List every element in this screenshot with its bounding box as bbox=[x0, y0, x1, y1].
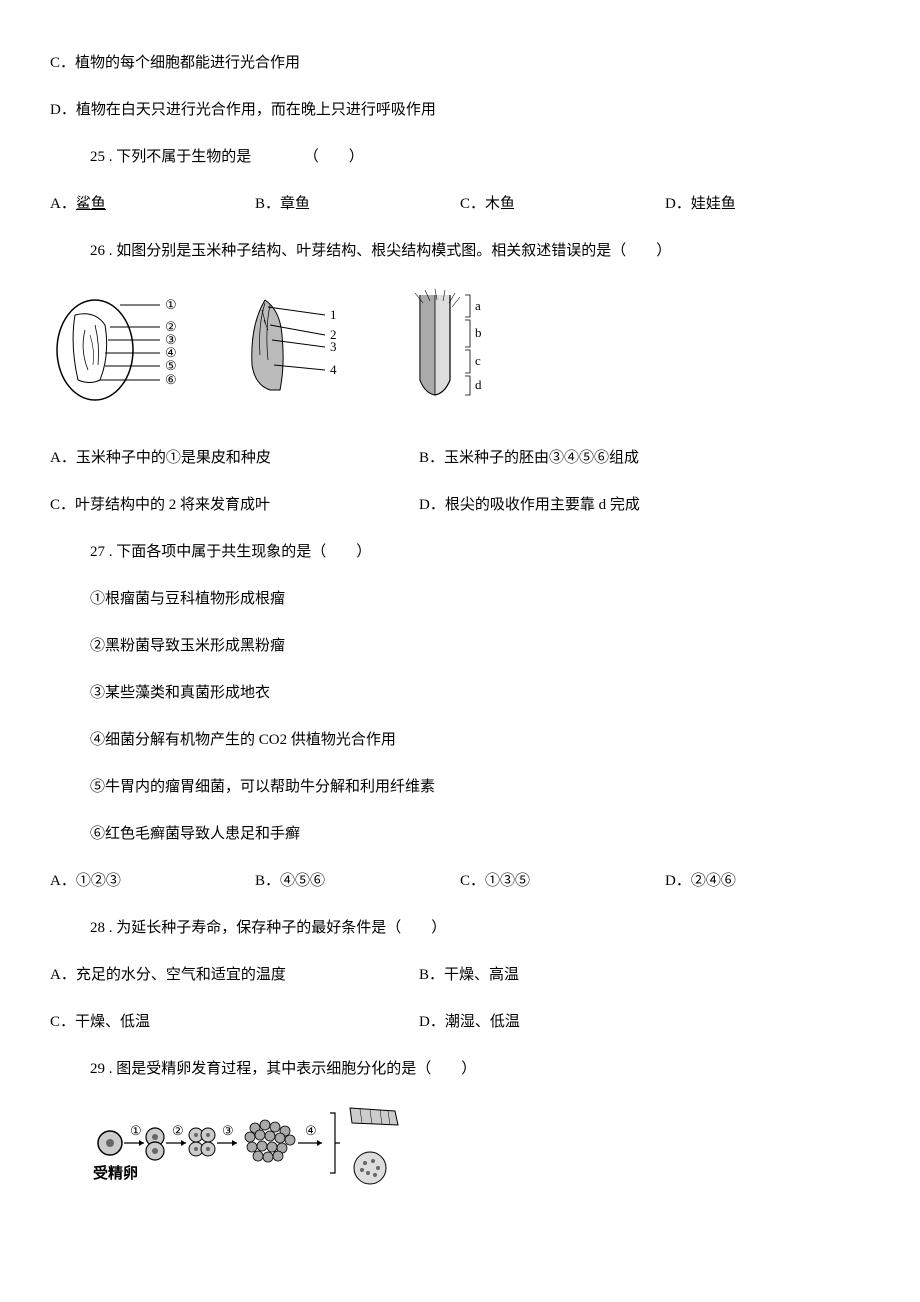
q27-item-1: ①根瘤菌与豆科植物形成根瘤 bbox=[50, 586, 870, 613]
option-d: D．植物在白天只进行光合作用，而在晚上只进行呼吸作用 bbox=[50, 97, 870, 124]
tissue-bottom bbox=[354, 1152, 386, 1184]
q26-opt-c: C．叶芽结构中的 2 将来发育成叶 bbox=[50, 492, 419, 519]
fertilized-egg-diagram: ① ② ③ bbox=[90, 1103, 870, 1213]
bud-label-3: 3 bbox=[330, 339, 337, 354]
q27-item-4: ④细菌分解有机物产生的 CO2 供植物光合作用 bbox=[50, 727, 870, 754]
question-25: 25 . 下列不属于生物的是 （ ） bbox=[50, 144, 870, 171]
tissue-top bbox=[350, 1108, 398, 1125]
question-27: 27 . 下面各项中属于共生现象的是（ ） bbox=[50, 539, 870, 566]
root-tip-diagram: a b c d bbox=[395, 285, 520, 420]
arrow-2-label: ② bbox=[172, 1123, 184, 1138]
bud-label-4: 4 bbox=[330, 362, 337, 377]
q28-opt-b: B．干燥、高温 bbox=[419, 962, 870, 989]
q26-opt-d: D．根尖的吸收作用主要靠 d 完成 bbox=[419, 492, 870, 519]
corn-seed-diagram: ① ② ③ ④ ⑤ ⑥ bbox=[50, 285, 200, 420]
root-label-c: c bbox=[475, 353, 481, 368]
label-5: ⑤ bbox=[165, 358, 177, 373]
arrow-1-label: ① bbox=[130, 1123, 142, 1138]
q25-opt-a: A．鲨鱼 bbox=[50, 191, 255, 218]
q26-options-row1: A．玉米种子中的①是果皮和种皮 B．玉米种子的胚由③④⑤⑥组成 bbox=[50, 445, 870, 472]
q28-options-row2: C．干燥、低温 D．潮湿、低温 bbox=[50, 1009, 870, 1036]
q26-opt-a: A．玉米种子中的①是果皮和种皮 bbox=[50, 445, 419, 472]
q27-item-5: ⑤牛胃内的瘤胃细菌，可以帮助牛分解和利用纤维素 bbox=[50, 774, 870, 801]
q27-options: A．①②③ B．④⑤⑥ C．①③⑤ D．②④⑥ bbox=[50, 868, 870, 895]
q25-options: A．鲨鱼 B．章鱼 C．木鱼 D．娃娃鱼 bbox=[50, 191, 870, 218]
q28-opt-c: C．干燥、低温 bbox=[50, 1009, 419, 1036]
cell-cluster bbox=[245, 1120, 295, 1162]
label-1: ① bbox=[165, 297, 177, 312]
leaf-bud-diagram: 1 2 3 4 bbox=[230, 285, 365, 420]
q26-options-row2: C．叶芽结构中的 2 将来发育成叶 D．根尖的吸收作用主要靠 d 完成 bbox=[50, 492, 870, 519]
root-label-a: a bbox=[475, 298, 481, 313]
bud-label-1: 1 bbox=[330, 307, 337, 322]
q27-opt-a: A．①②③ bbox=[50, 868, 255, 895]
q28-opt-a: A．充足的水分、空气和适宜的温度 bbox=[50, 962, 419, 989]
root-label-d: d bbox=[475, 377, 482, 392]
q27-opt-b: B．④⑤⑥ bbox=[255, 868, 460, 895]
q26-diagrams: ① ② ③ ④ ⑤ ⑥ 1 2 3 4 bbox=[50, 285, 870, 420]
root-label-b: b bbox=[475, 325, 482, 340]
q26-opt-b: B．玉米种子的胚由③④⑤⑥组成 bbox=[419, 445, 870, 472]
q27-opt-d: D．②④⑥ bbox=[665, 868, 870, 895]
label-6: ⑥ bbox=[165, 372, 177, 387]
q25-a-prefix: A． bbox=[50, 196, 76, 212]
arrow-4-label: ④ bbox=[305, 1123, 317, 1138]
q25-opt-d: D．娃娃鱼 bbox=[665, 191, 870, 218]
question-26: 26 . 如图分别是玉米种子结构、叶芽结构、根尖结构模式图。相关叙述错误的是（ … bbox=[50, 238, 870, 265]
q25-a-text: 鲨鱼 bbox=[76, 196, 106, 212]
q27-item-6: ⑥红色毛癣菌导致人患足和手癣 bbox=[50, 821, 870, 848]
q27-item-2: ②黑粉菌导致玉米形成黑粉瘤 bbox=[50, 633, 870, 660]
arrow-3-label: ③ bbox=[222, 1123, 234, 1138]
q27-opt-c: C．①③⑤ bbox=[460, 868, 665, 895]
option-c: C．植物的每个细胞都能进行光合作用 bbox=[50, 50, 870, 77]
fertilized-egg-label: 受精卵 bbox=[93, 1164, 138, 1182]
question-28: 28 . 为延长种子寿命，保存种子的最好条件是（ ） bbox=[50, 915, 870, 942]
q28-options-row1: A．充足的水分、空气和适宜的温度 B．干燥、高温 bbox=[50, 962, 870, 989]
q27-item-3: ③某些藻类和真菌形成地衣 bbox=[50, 680, 870, 707]
q25-opt-b: B．章鱼 bbox=[255, 191, 460, 218]
q25-opt-c: C．木鱼 bbox=[460, 191, 665, 218]
q28-opt-d: D．潮湿、低温 bbox=[419, 1009, 870, 1036]
question-29: 29 . 图是受精卵发育过程，其中表示细胞分化的是（ ） bbox=[50, 1056, 870, 1083]
